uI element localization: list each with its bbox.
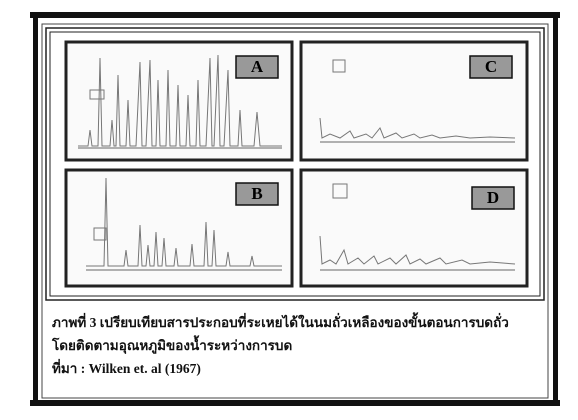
panel-label: B <box>251 184 262 203</box>
caption-line: โดยติดตามอุณหภูมิของน้ำระหว่างการบด <box>51 335 292 354</box>
frame-left <box>33 14 38 404</box>
panel-label: C <box>485 57 497 76</box>
panel-label: D <box>487 188 499 207</box>
caption-line: ภาพที่ 3 เปรียบเทียบสารประกอบที่ระเหยได้… <box>52 312 509 330</box>
frame-top <box>30 12 560 18</box>
panel-label: A <box>251 57 264 76</box>
page: A C B D ภาพที่ 3 เปรียบเทียบสารประกอบที่… <box>0 0 578 420</box>
frame-right <box>553 14 558 404</box>
frame-bottom <box>30 400 560 406</box>
source: ที่มา : Wilken et. al (1967) <box>52 358 201 376</box>
